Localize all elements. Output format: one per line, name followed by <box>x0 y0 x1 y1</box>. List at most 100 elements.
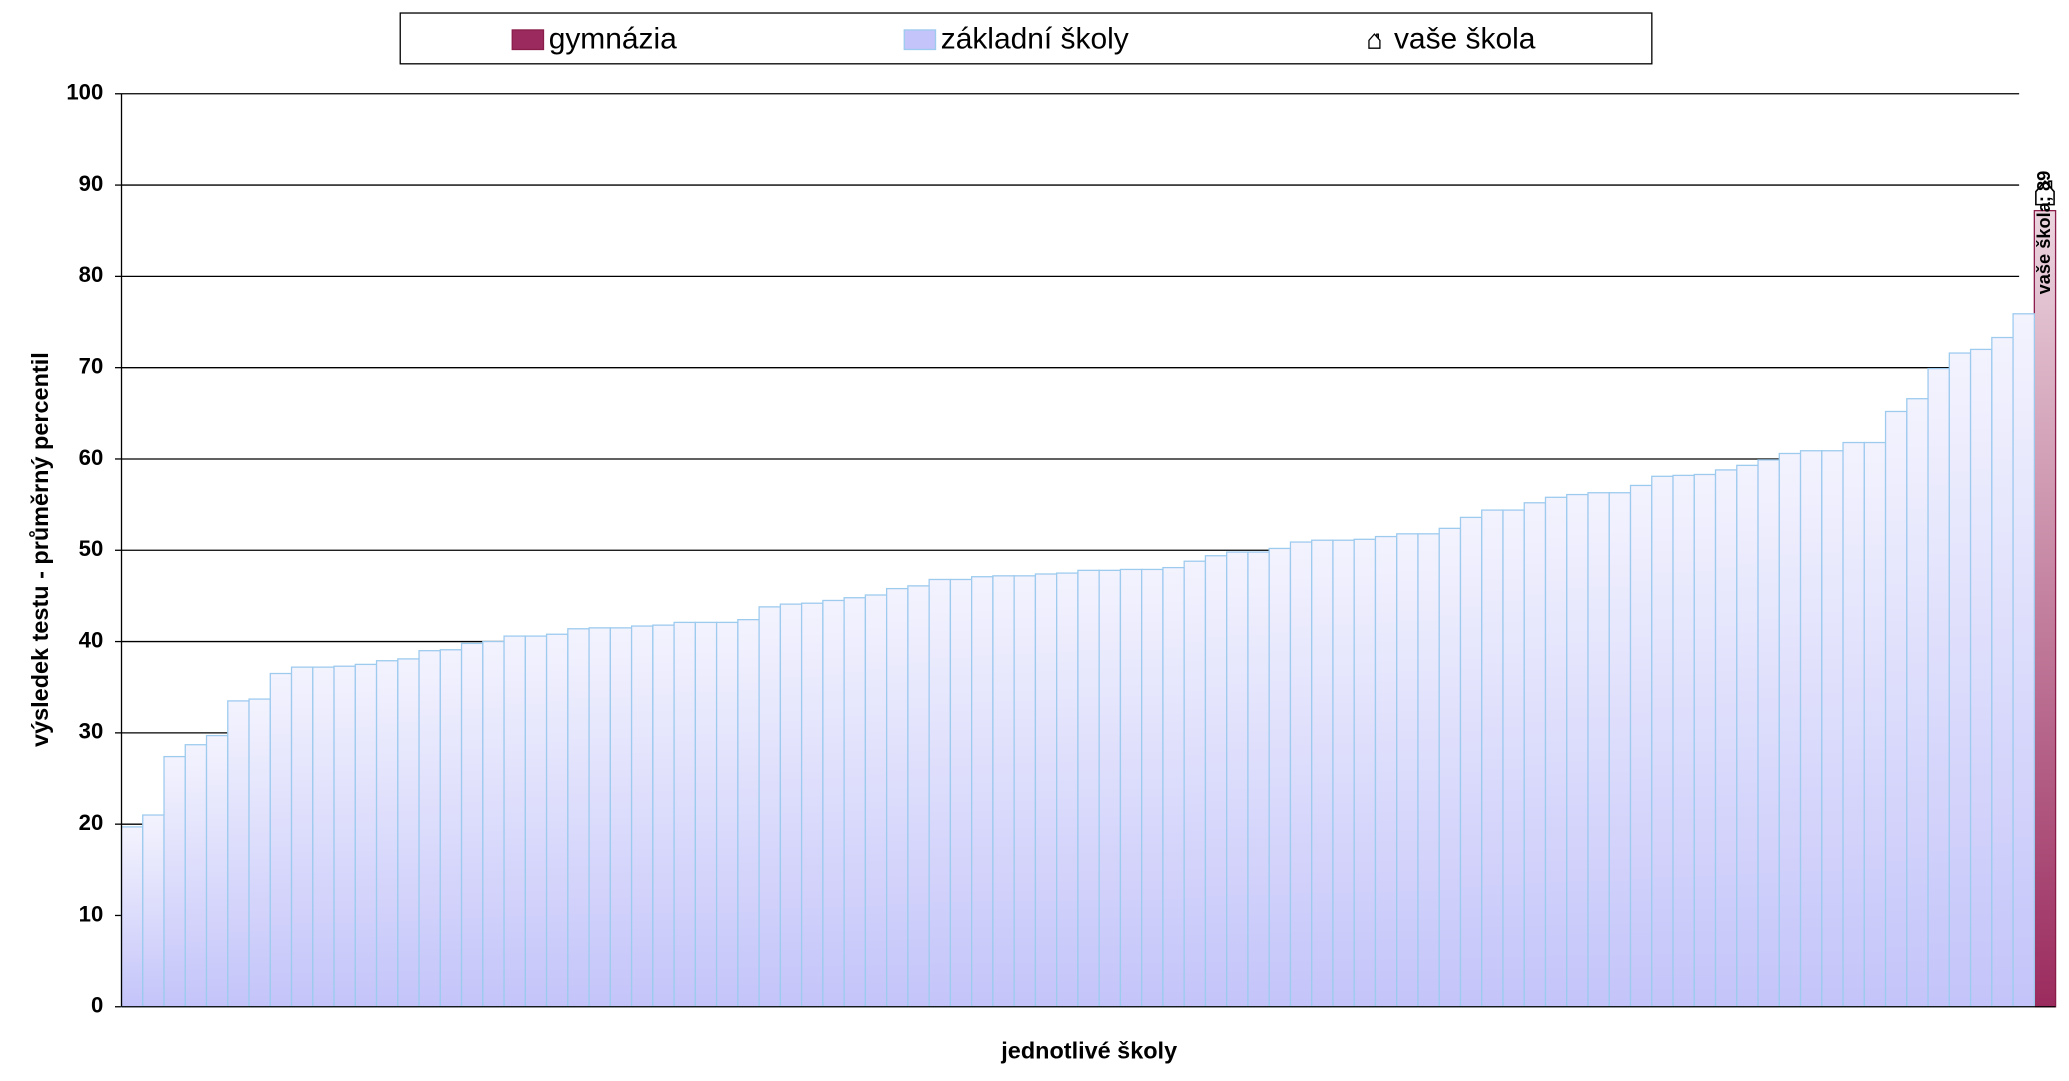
bar <box>163 755 186 1008</box>
bar <box>375 660 399 1008</box>
y-tick-label: 100 <box>66 80 103 105</box>
legend-swatch <box>511 29 545 51</box>
bar <box>1141 568 1164 1008</box>
y-tick-label: 10 <box>79 901 104 926</box>
bar-shine <box>1227 552 1248 1007</box>
bar-shine <box>653 625 674 1007</box>
bar-shine <box>1418 534 1439 1007</box>
bar-shine <box>1333 540 1354 1007</box>
bar-shine <box>1036 574 1057 1007</box>
bar <box>184 744 208 1008</box>
bar-shine <box>1546 497 1567 1007</box>
bar <box>928 578 952 1008</box>
bar-shine <box>334 666 355 1007</box>
bar <box>1842 441 1865 1008</box>
bar <box>1523 502 1547 1008</box>
bar-shine <box>1482 510 1503 1007</box>
bar-shine <box>993 576 1014 1007</box>
bar-shine <box>1971 350 1992 1007</box>
bar <box>545 633 569 1008</box>
bar <box>1778 452 1802 1008</box>
y-tick-label: 60 <box>79 445 104 470</box>
bar <box>1969 348 1993 1008</box>
bar <box>1332 539 1355 1008</box>
bar-shine <box>377 661 398 1007</box>
bar <box>1077 569 1100 1008</box>
bar <box>248 698 271 1008</box>
bar <box>864 594 888 1008</box>
bar-shine <box>759 607 780 1007</box>
bar-shine <box>1907 399 1928 1007</box>
bar-shine <box>1461 518 1482 1007</box>
bar-shine <box>972 577 993 1007</box>
bar-shine <box>908 586 929 1007</box>
bar <box>1587 492 1610 1008</box>
bar-shine <box>207 736 228 1007</box>
bar <box>588 627 611 1008</box>
bar-shine <box>1163 568 1184 1007</box>
bar <box>1098 569 1122 1008</box>
bar-shine <box>1588 493 1609 1007</box>
bar <box>822 599 845 1008</box>
bar-shine <box>738 620 759 1007</box>
bar <box>1799 450 1823 1008</box>
bar-shine <box>1843 443 1864 1007</box>
bar-shine <box>1397 534 1418 1007</box>
bar-shine <box>525 636 546 1007</box>
bar-shine <box>1631 486 1652 1007</box>
legend-label: gymnázia <box>549 22 677 55</box>
bar-shine <box>1992 338 2013 1007</box>
bar <box>460 642 484 1008</box>
bar-shine <box>1737 466 1758 1007</box>
bar-shine <box>632 626 653 1007</box>
y-axis-label: výsledek testu - průměrný percentil <box>27 352 53 747</box>
bar-shine <box>717 623 738 1007</box>
bar <box>737 619 760 1008</box>
bar <box>779 603 803 1008</box>
bar-shine <box>1886 412 1907 1007</box>
bar <box>1906 398 1929 1008</box>
bar <box>142 814 165 1008</box>
y-tick-label: 30 <box>79 719 104 744</box>
bar <box>1268 547 1292 1008</box>
bar-shine <box>589 628 610 1007</box>
bar <box>1247 551 1270 1008</box>
bar-shine <box>1801 451 1822 1007</box>
bar-shine <box>2013 314 2034 1007</box>
bar-shine <box>1864 443 1885 1007</box>
y-tick-label: 50 <box>79 536 104 561</box>
bar <box>1544 496 1568 1008</box>
bar <box>227 700 250 1008</box>
bar-shine <box>1503 510 1524 1007</box>
bar <box>1311 539 1334 1008</box>
legend-swatch <box>903 29 937 51</box>
bar-shine <box>1609 493 1630 1007</box>
bar <box>1736 464 1759 1008</box>
bar <box>1353 538 1377 1008</box>
bar <box>482 640 505 1008</box>
bar <box>1884 410 1908 1008</box>
bar-shine <box>483 642 504 1007</box>
bar <box>800 602 824 1008</box>
bar-shine <box>228 701 249 1007</box>
bar-shine <box>355 665 376 1007</box>
bar <box>1714 469 1738 1008</box>
bar <box>885 587 909 1008</box>
bar <box>1629 484 1653 1008</box>
bar-shine <box>1694 475 1715 1007</box>
bar <box>1417 533 1440 1008</box>
bar <box>971 576 994 1008</box>
legend <box>399 12 1653 65</box>
bar <box>949 578 973 1008</box>
bar-shine <box>1099 571 1120 1007</box>
bar-shine <box>1949 353 1970 1007</box>
bar <box>1204 555 1228 1008</box>
bar-shine <box>781 604 801 1007</box>
bar <box>907 585 930 1008</box>
bar-shine <box>929 580 950 1007</box>
bar-shine <box>610 628 631 1007</box>
bar <box>1991 336 2014 1008</box>
data-label: vaše škola; 89 <box>2033 171 2054 295</box>
bar-shine <box>951 580 972 1007</box>
bar-shine <box>1269 549 1290 1007</box>
